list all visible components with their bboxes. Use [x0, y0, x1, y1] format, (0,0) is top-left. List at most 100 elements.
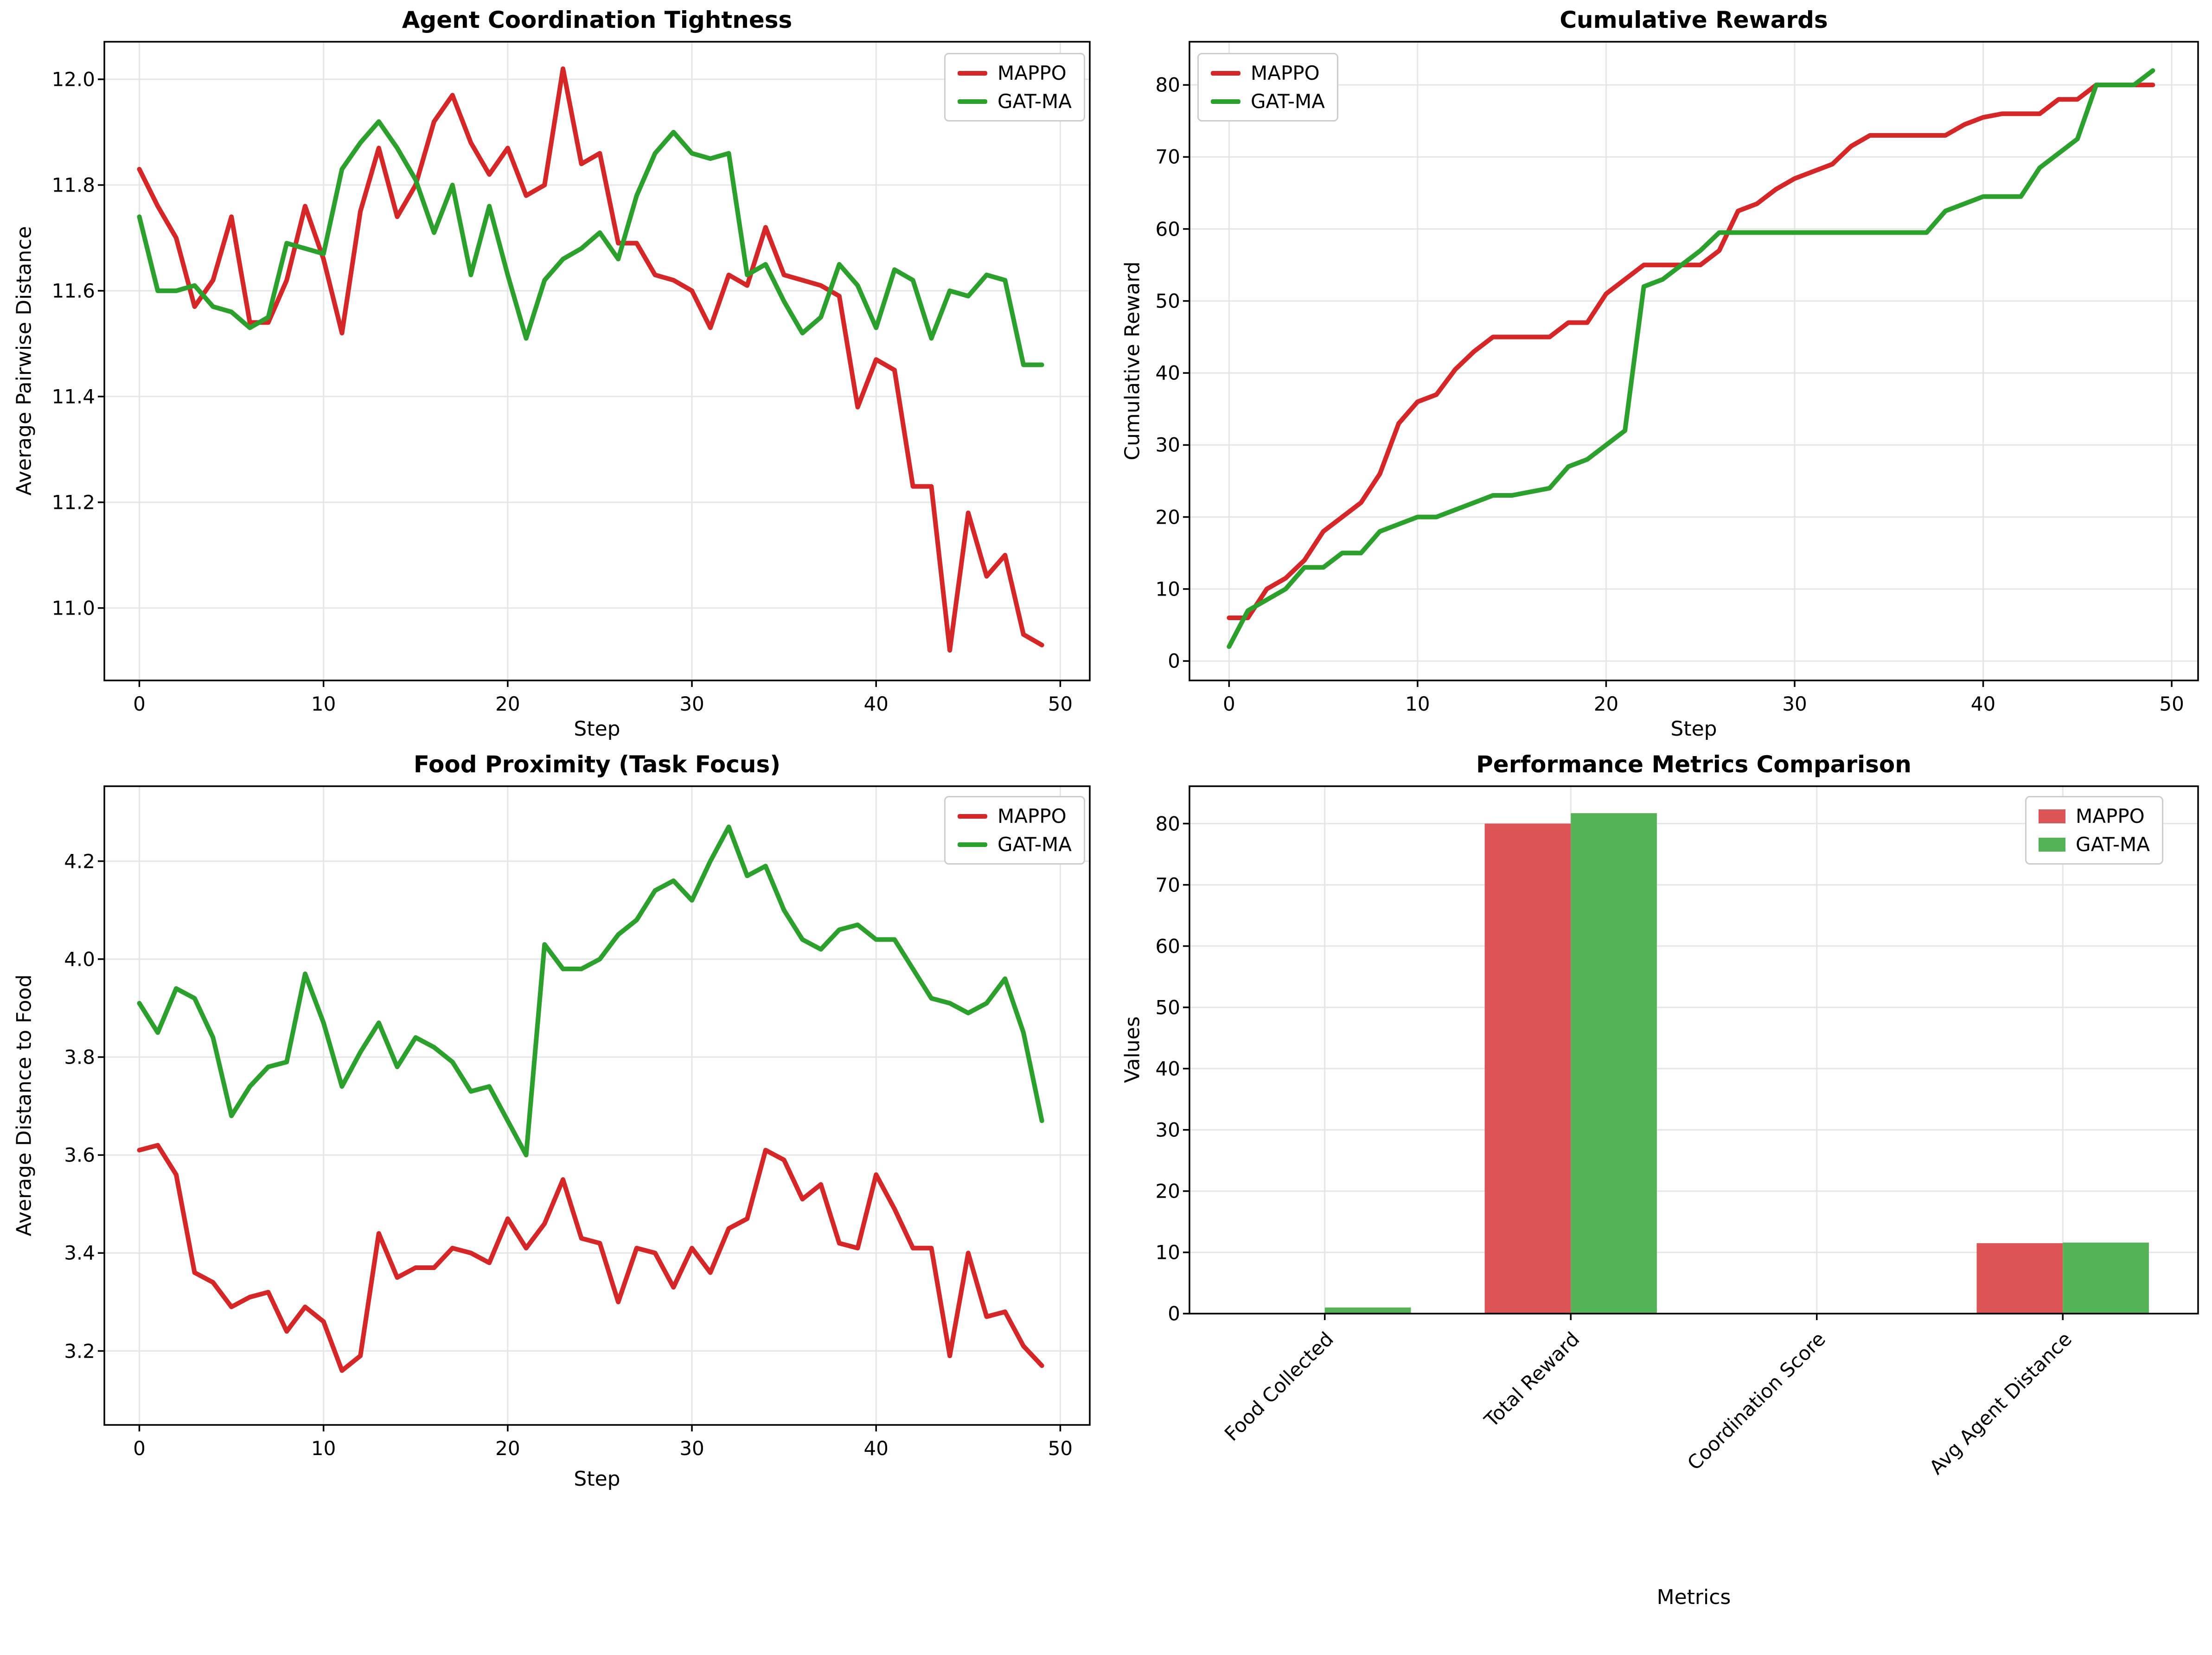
chart1-x-tick-label: 30: [679, 693, 704, 715]
chart1-yaxis-label: Average Pairwise Distance: [12, 226, 36, 496]
chart1-y-tick-label: 11.0: [51, 597, 95, 620]
chart2-plot-area: [1183, 41, 2199, 687]
bar-MAPPO-total-reward: [1484, 823, 1571, 1314]
chart4-y-tick-label: 0: [1168, 1302, 1180, 1325]
chart2-y-tick-label: 20: [1155, 506, 1180, 529]
chart1-spines: [103, 41, 1091, 681]
chart4-y-tick-label: 30: [1155, 1118, 1180, 1142]
legend-swatch-GAT-MA: [1211, 99, 1240, 104]
chart3-x-tick-label: 30: [679, 1437, 704, 1460]
legend-label-GAT-MA: GAT-MA: [1251, 90, 1325, 113]
legend-label-GAT-MA: GAT-MA: [997, 90, 1072, 113]
chart4-legend: MAPPO GAT-MA: [2025, 796, 2163, 865]
chart1-y-tick-label: 11.2: [51, 491, 95, 514]
chart3-x-tick-label: 40: [863, 1437, 889, 1460]
chart2-y-tick-label: 70: [1155, 145, 1180, 168]
chart3-x-tick-label: 10: [311, 1437, 336, 1460]
chart3-y-tick-label: 3.6: [64, 1143, 95, 1167]
legend-item-MAPPO: MAPPO: [2039, 805, 2150, 828]
chart2-y-tick-label: 40: [1155, 361, 1180, 385]
line-series-GAT-MA: [137, 824, 1044, 1158]
chart4-y-tick-label: 50: [1155, 996, 1180, 1019]
chart3-yaxis-label: Average Distance to Food: [12, 974, 36, 1237]
bar-GAT-MA-avg-agent-distance: [2063, 1242, 2149, 1314]
chart4-xaxis-label: Metrics: [1656, 1585, 1731, 1609]
chart1-x-tick-label: 10: [311, 693, 336, 715]
chart2-yaxis-label: Cumulative Reward: [1120, 261, 1144, 461]
chart3-y-tick-label: 3.8: [64, 1046, 95, 1069]
chart2-y-tick-label: 30: [1155, 433, 1180, 456]
line-series-GAT-MA: [137, 119, 1044, 367]
legend-label-MAPPO: MAPPO: [997, 805, 1067, 828]
chart3-spines: [103, 785, 1091, 1426]
chart3-title: Food Proximity (Task Focus): [413, 751, 781, 778]
legend-swatch-MAPPO: [958, 71, 988, 76]
line-series-MAPPO: [1227, 83, 2155, 620]
chart3-x-tick-label: 20: [495, 1437, 520, 1460]
chart4-y-tick-label: 20: [1155, 1180, 1180, 1203]
chart3-y-tick-label: 3.4: [64, 1241, 95, 1264]
legend-label-MAPPO: MAPPO: [997, 62, 1067, 84]
legend-swatch-GAT-MA: [958, 99, 988, 104]
chart3-x-tick-label: 50: [1048, 1437, 1073, 1460]
chart3-plot-area: [98, 785, 1091, 1431]
chart2-y-tick-label: 60: [1155, 218, 1180, 241]
chart2-title: Cumulative Rewards: [1560, 6, 1828, 33]
chart1-x-tick-label: 40: [863, 693, 889, 715]
chart1-xaxis-label: Step: [574, 717, 620, 741]
chart3-legend: MAPPO GAT-MA: [944, 796, 1085, 865]
chart1-x-tick-label: 20: [495, 693, 520, 715]
legend-item-GAT-MA: GAT-MA: [958, 833, 1072, 856]
chart2-x-tick-label: 50: [2159, 693, 2184, 715]
chart4-y-tick-label: 70: [1155, 873, 1180, 897]
bar-GAT-MA-food-collected: [1324, 1307, 1411, 1314]
chart2-y-tick-label: 10: [1155, 577, 1180, 601]
chart2-y-tick-label: 0: [1168, 649, 1180, 673]
chart2-y-tick-label: 50: [1155, 289, 1180, 313]
line-series-GAT-MA: [1227, 68, 2155, 649]
chart4-y-tick-label: 40: [1155, 1057, 1180, 1080]
chart2-xaxis-label: Step: [1670, 717, 1717, 741]
chart3-x-tick-label: 0: [133, 1437, 146, 1460]
chart2-x-tick-label: 20: [1593, 693, 1619, 715]
chart2-y-tick-label: 80: [1155, 73, 1180, 96]
chart4-spines: [1189, 785, 2199, 1315]
legend-swatch-MAPPO: [958, 814, 988, 819]
chart4-y-tick-label: 60: [1155, 935, 1180, 958]
chart4-yaxis-label: Values: [1120, 1016, 1144, 1083]
chart1-legend: MAPPO GAT-MA: [944, 53, 1085, 122]
legend-item-MAPPO: MAPPO: [958, 62, 1072, 84]
chart2-legend: MAPPO GAT-MA: [1197, 53, 1338, 122]
legend-item-GAT-MA: GAT-MA: [1211, 90, 1325, 113]
bar-MAPPO-avg-agent-distance: [1976, 1243, 2063, 1314]
chart1-plot-area: [98, 41, 1091, 687]
line-series-MAPPO: [137, 1143, 1044, 1373]
chart1-y-tick-label: 11.4: [51, 385, 95, 408]
chart1-y-tick-label: 11.8: [51, 173, 95, 197]
chart4-y-tick-label: 10: [1155, 1241, 1180, 1264]
chart1-y-tick-label: 11.6: [51, 279, 95, 302]
chart3-xaxis-label: Step: [574, 1467, 620, 1491]
legend-label-MAPPO: MAPPO: [1251, 62, 1320, 84]
legend-item-GAT-MA: GAT-MA: [2039, 833, 2150, 856]
chart2-x-tick-label: 10: [1405, 693, 1430, 715]
chart2-spines: [1189, 41, 2199, 681]
bar-GAT-MA-total-reward: [1571, 813, 1657, 1314]
chart4-title: Performance Metrics Comparison: [1476, 751, 1912, 778]
chart3-y-tick-label: 4.2: [64, 850, 95, 873]
chart1-x-tick-label: 0: [133, 693, 146, 715]
chart1-x-tick-label: 50: [1048, 693, 1073, 715]
legend-item-MAPPO: MAPPO: [1211, 62, 1325, 84]
legend-swatch-GAT-MA: [2039, 837, 2066, 852]
chart2-x-tick-label: 40: [1970, 693, 1996, 715]
legend-label-GAT-MA: GAT-MA: [997, 833, 1072, 856]
chart3-y-tick-label: 4.0: [64, 948, 95, 971]
legend-label-GAT-MA: GAT-MA: [2076, 833, 2150, 856]
chart2-x-tick-label: 30: [1782, 693, 1807, 715]
legend-item-MAPPO: MAPPO: [958, 805, 1072, 828]
line-series-MAPPO: [137, 66, 1044, 653]
chart1-title: Agent Coordination Tightness: [402, 6, 793, 33]
legend-label-MAPPO: MAPPO: [2076, 805, 2145, 828]
